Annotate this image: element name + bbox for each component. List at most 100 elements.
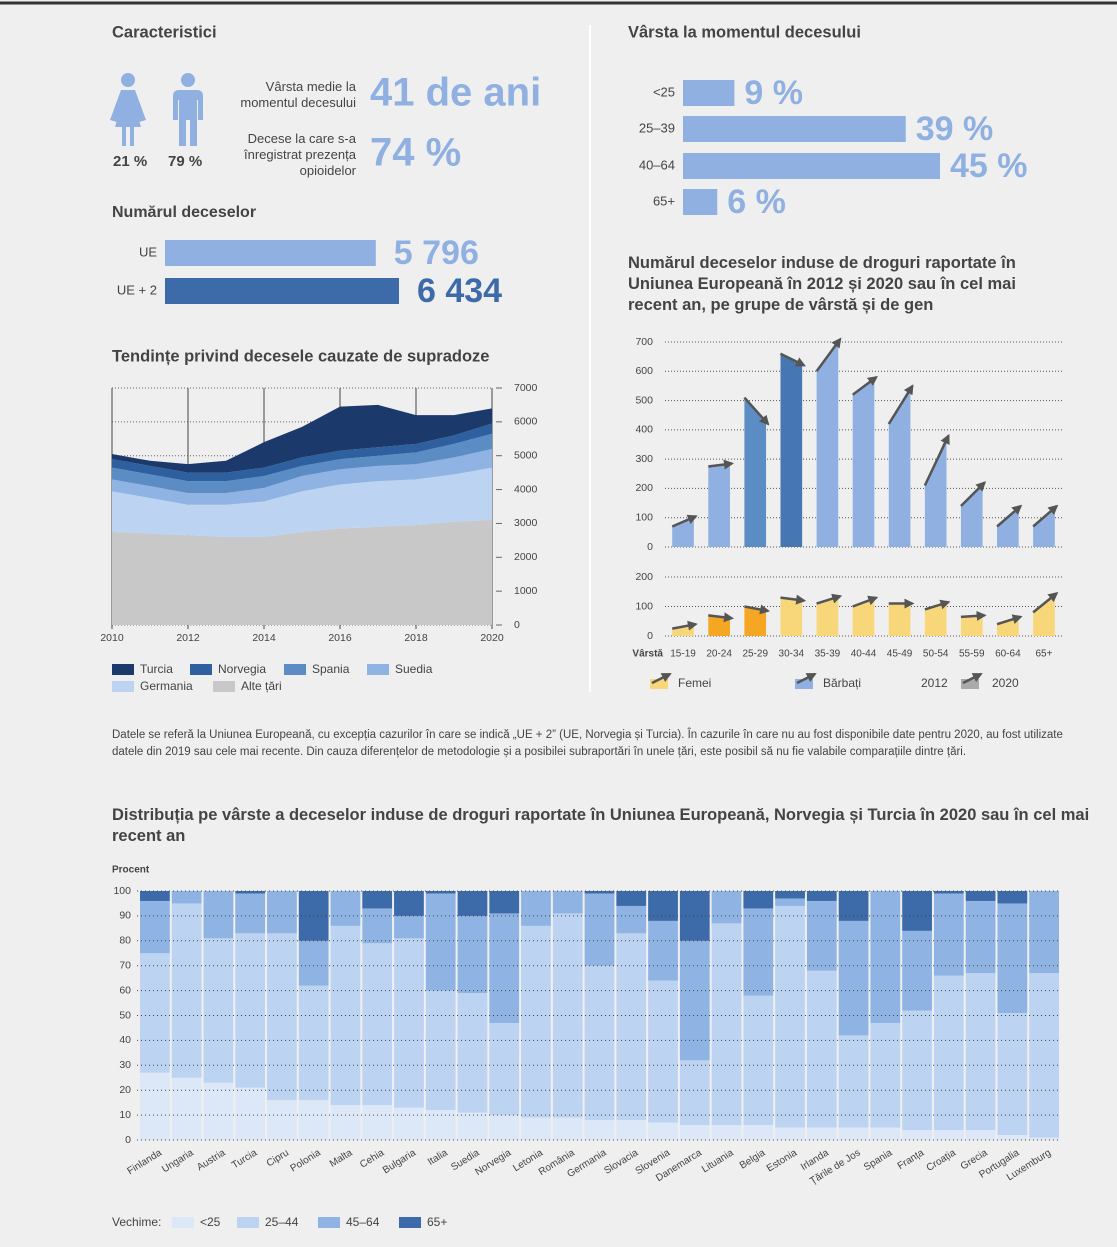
y-tick-label: 4000 bbox=[514, 483, 538, 495]
y-tick-label: 0 bbox=[647, 541, 653, 553]
bar bbox=[1033, 593, 1055, 636]
bar-segment bbox=[489, 1115, 520, 1140]
value-label: 45 % bbox=[950, 147, 1028, 185]
legend-label: Norvegia bbox=[218, 662, 266, 676]
bar bbox=[816, 339, 839, 547]
legend-swatch bbox=[795, 679, 813, 689]
y-tick-label: 1000 bbox=[514, 585, 538, 597]
bar-segment bbox=[997, 891, 1028, 904]
bar-label: <25 bbox=[653, 84, 675, 99]
y-tick-label: 30 bbox=[119, 1059, 131, 1071]
bar-segment bbox=[711, 1125, 742, 1140]
legend-swatch bbox=[190, 664, 212, 675]
x-tick-label: Austria bbox=[195, 1147, 228, 1173]
trend-arrow bbox=[960, 481, 987, 507]
bar-segment bbox=[457, 993, 488, 1113]
bar-segment bbox=[457, 915, 488, 994]
bar bbox=[852, 597, 875, 636]
chart-title: Numărul deceselor induse de droguri rapo… bbox=[628, 254, 1016, 314]
bar-segment bbox=[965, 900, 996, 974]
x-tick-label: 2012 bbox=[176, 632, 200, 644]
x-tick-label: 50-54 bbox=[923, 649, 949, 660]
legend-swatch bbox=[650, 679, 668, 689]
legend-swatch bbox=[172, 1217, 194, 1228]
bar-segment bbox=[584, 891, 615, 894]
bar-segment bbox=[806, 900, 837, 971]
trend-arrow bbox=[852, 595, 879, 608]
bar-segment bbox=[203, 1082, 234, 1140]
y-tick-label: 70 bbox=[119, 959, 131, 971]
y-tick-label: 60 bbox=[119, 984, 131, 996]
x-tick-label: Franța bbox=[896, 1147, 927, 1172]
legend-label: 25–44 bbox=[265, 1215, 299, 1229]
x-tick-label: Belgia bbox=[738, 1147, 768, 1171]
legend-swatch bbox=[237, 1217, 259, 1228]
age-label: Vârsta medie la momentul decesului bbox=[240, 79, 356, 110]
legend-label: Turcia bbox=[140, 662, 173, 676]
bar-segment bbox=[489, 913, 520, 1023]
x-tick-label: Croația bbox=[925, 1147, 959, 1174]
bar-segment bbox=[679, 1125, 710, 1140]
x-tick-label: Spania bbox=[862, 1147, 895, 1173]
legend-label: Bărbați bbox=[823, 676, 861, 690]
female-share: 21 % bbox=[113, 153, 147, 170]
x-tick-label: 25-29 bbox=[742, 649, 768, 660]
trend-arrow bbox=[744, 604, 771, 615]
y-tick-label: 5000 bbox=[514, 449, 538, 461]
bar bbox=[165, 240, 376, 266]
y-tick-label: 500 bbox=[635, 394, 653, 406]
legend-swatch bbox=[284, 664, 306, 675]
y-axis-label: Procent bbox=[112, 865, 150, 876]
value-label: 6 % bbox=[727, 183, 786, 221]
bar bbox=[924, 602, 947, 636]
x-tick-label: 45-49 bbox=[887, 649, 913, 660]
bar bbox=[997, 506, 1019, 547]
x-tick-label: 15-19 bbox=[670, 649, 696, 660]
bar-segment bbox=[997, 903, 1028, 1014]
icon-body bbox=[110, 90, 146, 146]
y-tick-label: 20 bbox=[119, 1084, 131, 1096]
bar-segment bbox=[489, 891, 520, 914]
trend-arrow bbox=[960, 610, 987, 621]
bar-segment bbox=[140, 953, 170, 1073]
male-share: 79 % bbox=[168, 153, 202, 170]
legend-swatch bbox=[112, 664, 134, 675]
x-tick-label: Estonia bbox=[765, 1147, 799, 1174]
bar-segment bbox=[330, 1105, 361, 1140]
x-axis-label: Vârstă bbox=[632, 649, 663, 660]
value-label: 6 434 bbox=[417, 272, 502, 310]
bar-segment bbox=[870, 891, 901, 1023]
bar-segment bbox=[521, 891, 551, 926]
bar-segment bbox=[965, 1130, 996, 1140]
legend-label: 2020 bbox=[992, 676, 1019, 690]
y-tick-label: 0 bbox=[125, 1134, 131, 1146]
bar-segment bbox=[838, 1035, 869, 1128]
female-icon bbox=[110, 73, 146, 146]
bar bbox=[816, 596, 839, 636]
legend-label: Femei bbox=[678, 676, 711, 690]
area bbox=[112, 467, 492, 537]
y-tick-label: 400 bbox=[635, 424, 653, 436]
y-tick-label: 0 bbox=[514, 619, 520, 631]
bar-segment bbox=[775, 1127, 805, 1140]
bar-segment bbox=[648, 1122, 678, 1140]
bar-segment bbox=[616, 891, 647, 906]
opioid-value: 74 % bbox=[370, 131, 461, 175]
x-tick-label: Lituania bbox=[700, 1147, 736, 1175]
area bbox=[112, 448, 492, 505]
bar bbox=[924, 435, 947, 547]
bar-segment bbox=[902, 930, 932, 1011]
legend-label: 45–64 bbox=[346, 1215, 380, 1229]
bar-segment bbox=[584, 1120, 615, 1140]
x-tick-label: Turcia bbox=[230, 1147, 259, 1171]
bar-segment bbox=[679, 891, 710, 941]
section-title: Caracteristici bbox=[112, 23, 217, 41]
bar-segment bbox=[1029, 891, 1059, 974]
bar-segment bbox=[743, 908, 774, 996]
bar-segment bbox=[394, 891, 424, 916]
bar-segment bbox=[140, 1072, 170, 1140]
trend-arrow bbox=[1032, 591, 1059, 614]
bar-segment bbox=[806, 1127, 837, 1140]
bar bbox=[708, 463, 730, 547]
